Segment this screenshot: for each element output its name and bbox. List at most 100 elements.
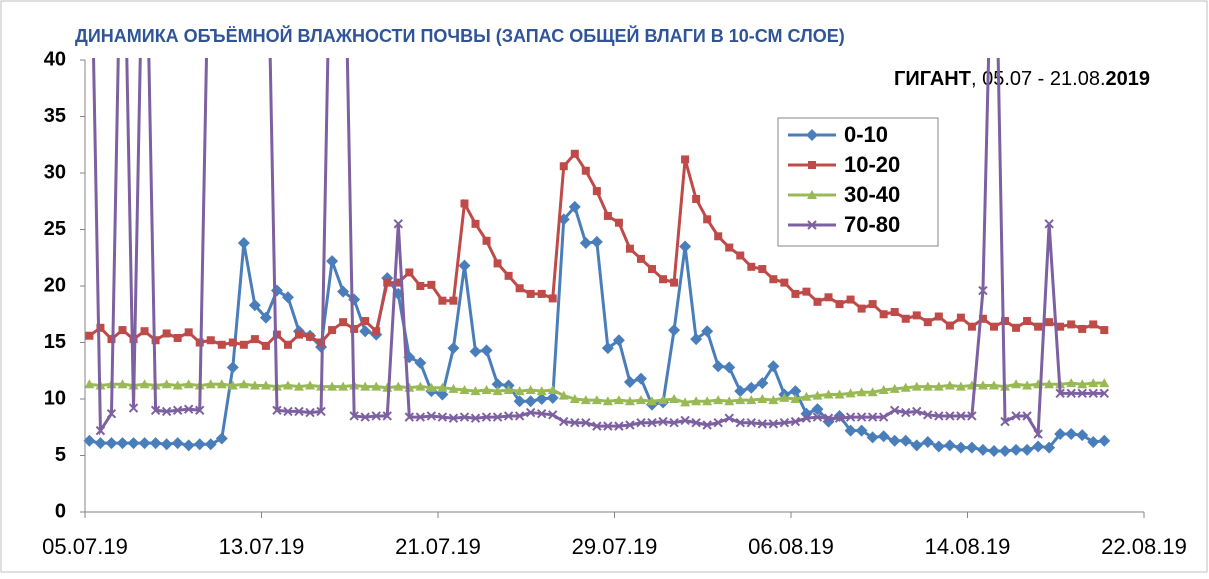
marker [878, 412, 889, 422]
marker [162, 329, 171, 338]
marker [623, 376, 636, 389]
marker [967, 322, 976, 331]
marker [383, 278, 392, 287]
marker [1022, 411, 1032, 421]
chart-title: ДИНАМИКА ОБЪЁМНОЙ ВЛАЖНОСТИ ПОЧВЫ (ЗАПАС… [75, 25, 845, 46]
marker [1100, 326, 1109, 335]
marker [1067, 320, 1076, 329]
marker [524, 395, 537, 408]
marker [513, 395, 526, 408]
marker [1099, 378, 1110, 388]
marker [437, 382, 448, 392]
marker [636, 254, 645, 263]
subtitle-part: , 05.07 - 21.08. [971, 68, 1106, 90]
marker [570, 418, 580, 428]
marker [823, 389, 834, 399]
y-tick-label: 40 [44, 48, 66, 70]
marker [789, 385, 802, 398]
marker [602, 396, 613, 406]
marker [85, 331, 94, 340]
marker [416, 282, 425, 290]
x-tick-label: 29.07.19 [572, 534, 658, 559]
marker [1088, 378, 1099, 388]
marker [790, 416, 801, 427]
marker [681, 155, 690, 164]
marker [339, 318, 348, 327]
marker [989, 322, 998, 331]
marker [834, 413, 845, 423]
y-tick-label: 30 [44, 161, 66, 183]
marker [857, 304, 866, 313]
marker [934, 312, 943, 321]
marker [745, 381, 758, 394]
marker [205, 379, 216, 389]
marker [812, 390, 823, 400]
marker [471, 219, 480, 228]
marker [779, 418, 790, 428]
marker [525, 384, 536, 394]
marker [659, 275, 668, 284]
plot-area [83, 58, 1111, 457]
marker [1011, 411, 1021, 421]
marker [647, 418, 657, 428]
marker [259, 311, 272, 324]
marker [116, 437, 129, 450]
marker [371, 381, 382, 391]
marker [426, 411, 437, 421]
marker [867, 387, 878, 397]
marker [459, 384, 470, 394]
marker [713, 395, 724, 405]
marker [1076, 429, 1089, 442]
marker [1089, 320, 1098, 329]
marker [349, 411, 359, 421]
marker [448, 383, 459, 393]
marker [480, 344, 493, 357]
marker [658, 395, 669, 405]
marker [327, 381, 338, 391]
marker [404, 412, 415, 422]
marker [669, 418, 679, 428]
marker [581, 418, 591, 428]
marker [326, 255, 339, 268]
x-tick-label: 06.08.19 [748, 534, 834, 559]
marker [437, 412, 448, 422]
marker [382, 411, 392, 421]
marker [371, 411, 381, 421]
marker [647, 396, 658, 406]
marker [150, 405, 161, 416]
marker [856, 412, 867, 422]
subtitle-part: ГИГАНТ [894, 68, 971, 90]
marker [1021, 443, 1034, 456]
marker [558, 390, 569, 400]
marker [283, 406, 293, 417]
marker [414, 356, 427, 369]
marker [680, 397, 691, 407]
marker [723, 361, 736, 374]
marker [548, 410, 558, 420]
marker [537, 289, 546, 298]
marker [910, 439, 923, 452]
marker [1022, 380, 1033, 390]
marker [933, 381, 944, 391]
marker [679, 240, 692, 253]
marker [780, 278, 789, 287]
marker [635, 395, 646, 405]
marker [813, 297, 822, 306]
marker [845, 388, 856, 398]
marker [866, 431, 879, 444]
marker [193, 438, 206, 451]
marker [481, 384, 492, 394]
marker [83, 434, 96, 447]
marker [636, 418, 646, 428]
marker [625, 244, 634, 253]
y-tick-label: 35 [44, 105, 66, 127]
marker [1023, 317, 1032, 326]
marker [923, 318, 932, 327]
marker [481, 412, 492, 422]
marker [658, 416, 668, 427]
marker [746, 418, 756, 428]
marker [459, 412, 470, 422]
marker [249, 380, 260, 390]
marker [1066, 378, 1077, 388]
legend-label: 70-80 [844, 212, 900, 237]
